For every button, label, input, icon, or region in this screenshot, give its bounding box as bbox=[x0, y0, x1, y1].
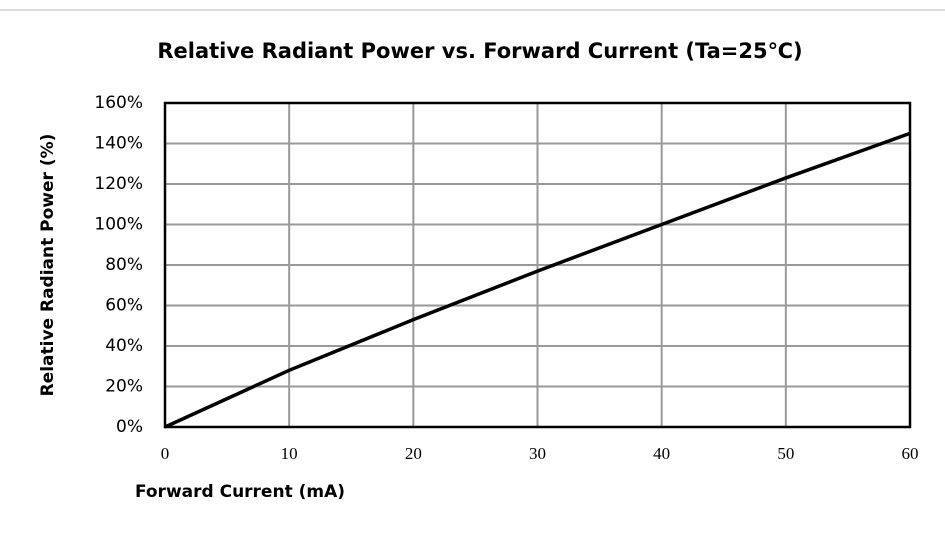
x-tick-label: 20 bbox=[405, 444, 422, 463]
y-tick-label: 60% bbox=[105, 296, 143, 316]
x-axis-label: Forward Current (mA) bbox=[135, 482, 345, 502]
y-axis-label: Relative Radiant Power (%) bbox=[38, 134, 58, 397]
y-tick-label: 80% bbox=[105, 255, 143, 275]
y-tick-label: 100% bbox=[94, 215, 143, 235]
y-tick-label: 120% bbox=[94, 174, 143, 194]
plot-frame bbox=[163, 101, 912, 429]
x-tick-label: 0 bbox=[161, 444, 170, 463]
y-tick-label: 160% bbox=[94, 93, 143, 113]
y-tick-label: 40% bbox=[105, 336, 143, 356]
x-tick-label: 30 bbox=[529, 444, 546, 463]
x-tick-label: 40 bbox=[653, 444, 670, 463]
y-tick-label: 140% bbox=[94, 134, 143, 154]
y-tick-label: 20% bbox=[105, 377, 143, 397]
chart-title: Relative Radiant Power vs. Forward Curre… bbox=[157, 39, 802, 63]
y-tick-label: 0% bbox=[116, 417, 143, 437]
x-tick-label: 60 bbox=[902, 444, 919, 463]
data-line bbox=[164, 131, 911, 429]
x-tick-label: 10 bbox=[281, 444, 298, 463]
x-tick-label: 50 bbox=[777, 444, 794, 463]
